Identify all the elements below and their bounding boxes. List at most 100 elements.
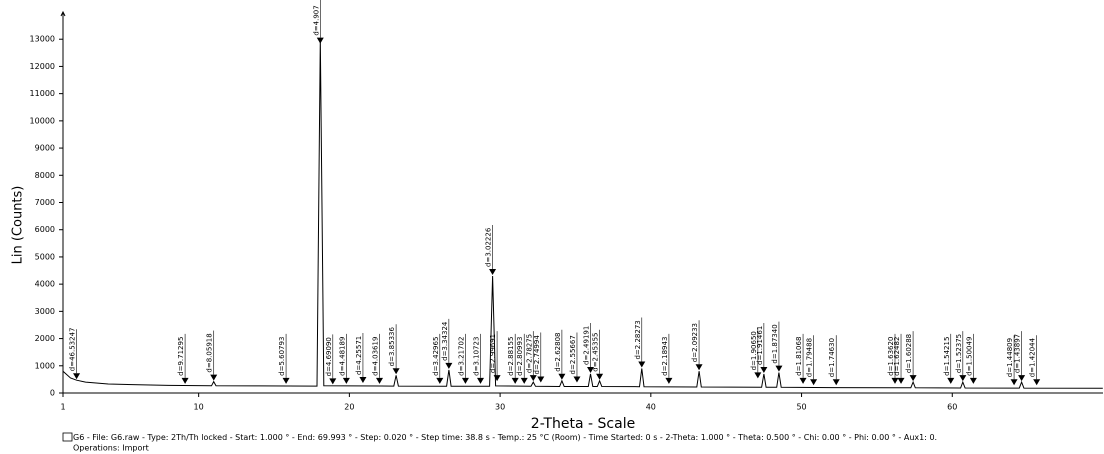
peak-label: d=1.54215 [943, 337, 951, 376]
peak-marker [329, 378, 337, 385]
peak-label: d=1.50049 [965, 337, 973, 376]
x-tick-label: 60 [947, 403, 957, 412]
peak-label: d=2.28273 [634, 320, 642, 359]
peak-marker [392, 368, 400, 375]
peak-label: d=4.69090 [325, 337, 333, 376]
peak-marker [359, 377, 367, 384]
y-axis-arrow [60, 10, 66, 17]
peak-label: d=4.25571 [355, 336, 363, 375]
peak-label: d=4.907 [312, 5, 320, 35]
peak-marker [489, 268, 497, 275]
x-tick-label: 50 [796, 403, 806, 412]
peak-label: d=1.43897 [1014, 334, 1022, 373]
peak-label: d=46.53247 [69, 327, 77, 371]
peak-label: d=2.88155 [507, 337, 515, 376]
y-tick-label: 8000 [35, 171, 55, 180]
peak-label: d=1.60288 [905, 334, 913, 373]
peak-marker [775, 365, 783, 372]
x-tick-label: 1 [60, 403, 65, 412]
peak-label: d=1.91461 [756, 326, 764, 365]
peak-marker [897, 377, 905, 384]
peak-marker [810, 379, 818, 386]
peak-marker [665, 377, 673, 384]
data-line [62, 39, 1103, 389]
peak-label: d=1.44809 [1006, 338, 1014, 377]
peak-marker [760, 366, 768, 373]
y-tick-label: 2000 [35, 334, 55, 343]
peak-marker [596, 373, 604, 380]
peak-marker [282, 377, 290, 384]
peak-marker [477, 377, 485, 384]
peak-label: d=5.60793 [278, 337, 286, 376]
peak-label: d=1.81068 [795, 337, 803, 376]
x-tick-label: 40 [646, 403, 656, 412]
peak-label: d=1.52375 [955, 334, 963, 373]
peak-label: d=2.09233 [691, 323, 699, 362]
peak-label: d=1.74630 [828, 338, 836, 377]
peak-marker [799, 377, 807, 384]
peak-marker [529, 375, 537, 382]
peak-marker [461, 377, 469, 384]
y-tick-label: 9000 [35, 144, 55, 153]
peak-marker [969, 377, 977, 384]
peak-marker [436, 377, 444, 384]
peak-label: d=1.90650 [750, 331, 758, 370]
x-tick-label: 20 [344, 403, 354, 412]
peak-label: d=3.21702 [457, 337, 465, 376]
y-tick-label: 7000 [35, 198, 55, 207]
peak-label: d=1.87340 [771, 324, 779, 363]
peak-label: d=2.62808 [554, 332, 562, 371]
x-tick-label: 10 [194, 403, 204, 412]
y-axis-title: Lin (Counts) [11, 186, 26, 265]
peak-label: d=9.71295 [177, 337, 185, 376]
peak-marker [210, 374, 218, 381]
peak-label: d=1.63620 [887, 337, 895, 376]
peak-marker [376, 377, 384, 384]
peak-marker [537, 376, 545, 383]
y-tick-label: 5000 [35, 252, 55, 261]
peak-marker [342, 377, 350, 384]
peak-label: d=4.03619 [372, 337, 380, 376]
peak-marker [587, 366, 595, 373]
peak-label: d=3.10723 [473, 337, 481, 376]
peak-marker [1010, 379, 1018, 386]
peak-label: d=2.99691 [489, 334, 497, 373]
peak-marker [73, 373, 81, 380]
peak-label: d=3.85336 [388, 327, 396, 367]
peak-marker [181, 377, 189, 384]
peak-marker [891, 377, 899, 384]
y-tick-label: 6000 [35, 225, 55, 234]
peak-label: d=2.18943 [661, 337, 669, 376]
peak-marker [1018, 375, 1026, 382]
peak-label: d=2.45355 [592, 332, 600, 371]
peak-label: d=3.02226 [485, 227, 493, 267]
x-axis-title: 2-Theta - Scale [531, 416, 635, 432]
y-tick-label: 4000 [35, 280, 55, 289]
peak-label: d=1.42044 [1029, 337, 1037, 377]
y-tick-label: 12000 [30, 62, 55, 71]
peak-marker [316, 37, 324, 44]
peak-marker [638, 361, 646, 368]
y-tick-label: 13000 [30, 35, 55, 44]
peak-marker [511, 377, 519, 384]
peak-label: d=2.80993 [516, 337, 524, 376]
peak-label: d=1.79488 [806, 338, 814, 377]
peak-marker [754, 372, 762, 379]
peak-marker [493, 375, 501, 382]
y-tick-label: 10000 [30, 116, 55, 125]
peak-label: d=1.62482 [893, 337, 901, 376]
peak-marker [909, 375, 917, 382]
peak-marker [445, 362, 453, 369]
peak-label: d=2.78275 [525, 334, 533, 373]
x-tick-label: 30 [495, 403, 505, 412]
peak-marker [695, 364, 703, 371]
peak-label: d=3.34324 [441, 321, 449, 361]
peak-marker [959, 375, 967, 382]
y-tick-label: 11000 [30, 89, 55, 98]
peak-marker [832, 379, 840, 386]
peak-marker [558, 373, 566, 380]
peak-marker [573, 376, 581, 383]
y-tick-label: 3000 [35, 307, 55, 316]
peak-label: d=4.48189 [338, 337, 346, 376]
